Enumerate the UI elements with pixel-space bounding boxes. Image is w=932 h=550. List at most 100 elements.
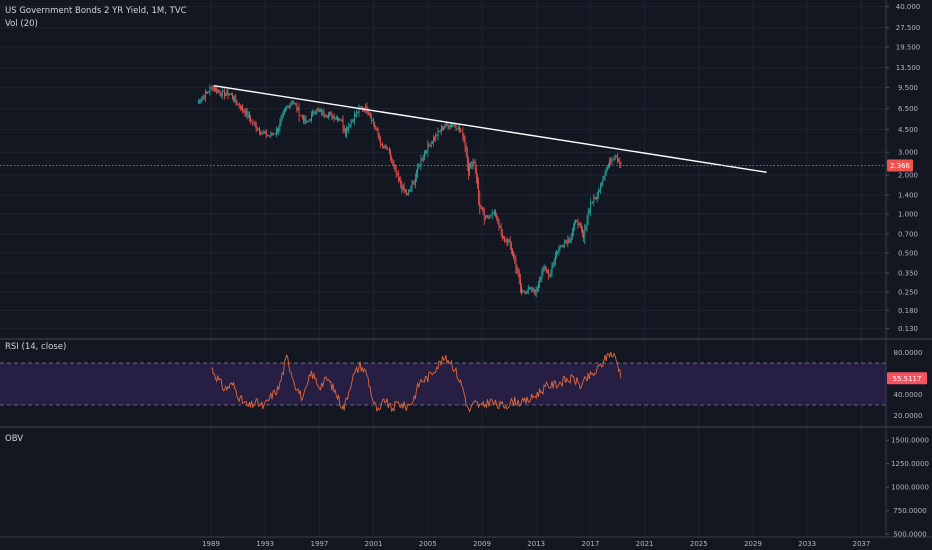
candle-down xyxy=(483,212,485,219)
candle-up xyxy=(489,215,491,218)
candle-down xyxy=(503,236,504,238)
candle-down xyxy=(377,130,379,136)
candle-down xyxy=(401,184,403,190)
candle-down xyxy=(277,130,279,132)
candle-up xyxy=(226,91,228,94)
candle-up xyxy=(282,112,284,116)
candle-down xyxy=(248,114,250,118)
candle-down xyxy=(288,106,290,108)
candle-up xyxy=(426,151,428,153)
candle-down xyxy=(317,109,319,111)
candle-down xyxy=(451,124,452,126)
candle-up xyxy=(262,131,264,133)
obv-y-tick-label: 500.0000 xyxy=(893,531,926,539)
candle-down xyxy=(516,267,518,271)
candle-down xyxy=(243,109,245,112)
candle-down xyxy=(373,120,374,124)
candle-up xyxy=(320,110,321,111)
candle-down xyxy=(595,197,597,199)
candle-up xyxy=(402,186,404,190)
candle-down xyxy=(510,245,512,251)
candle-up xyxy=(508,240,510,242)
candle-down xyxy=(568,239,570,241)
rsi-study-label[interactable]: RSI (14, close) xyxy=(5,342,66,352)
candle-up xyxy=(538,284,539,288)
candle-up xyxy=(229,93,231,95)
price-y-tick-label: 1.400 xyxy=(898,192,918,200)
candle-down xyxy=(497,218,499,222)
price-y-tick-label: 2.000 xyxy=(898,171,918,179)
candle-down xyxy=(617,156,618,160)
rsi-panel[interactable] xyxy=(0,351,886,413)
candle-down xyxy=(378,135,380,140)
candle-up xyxy=(605,169,607,174)
candle-up xyxy=(578,223,580,226)
candle-down xyxy=(561,245,563,247)
volume-study-label[interactable]: Vol (20) xyxy=(5,19,38,29)
candle-down xyxy=(199,100,201,102)
candle-up xyxy=(417,167,419,174)
candle-down xyxy=(352,120,354,122)
x-tick-label: 1989 xyxy=(202,540,220,548)
candle-up xyxy=(491,212,493,216)
candle-down xyxy=(518,273,520,280)
candle-down xyxy=(547,270,548,273)
candle-down xyxy=(487,216,489,218)
candle-up xyxy=(329,113,330,115)
candle-up xyxy=(215,88,216,90)
candle-up xyxy=(338,118,339,121)
candle-down xyxy=(438,131,440,133)
candle-down xyxy=(324,115,326,117)
candle-up xyxy=(272,133,274,135)
candle-up xyxy=(217,90,219,92)
candle-down xyxy=(442,127,443,130)
candle-down xyxy=(465,146,467,153)
candle-down xyxy=(211,87,213,90)
x-tick-label: 2025 xyxy=(690,540,708,548)
candle-down xyxy=(340,120,342,121)
candle-up xyxy=(608,164,609,167)
candle-down xyxy=(413,181,415,184)
price-y-tick-label: 19.500 xyxy=(896,43,921,51)
candle-up xyxy=(315,111,317,113)
trend-line xyxy=(213,84,767,173)
rsi-last-tag xyxy=(887,372,927,385)
candle-up xyxy=(384,145,386,148)
candle-up xyxy=(555,255,556,261)
candle-down xyxy=(238,104,240,107)
candle-up xyxy=(484,216,486,219)
candle-down xyxy=(237,104,239,106)
candle-up xyxy=(349,125,351,127)
candle-up xyxy=(356,112,358,116)
candle-up xyxy=(435,135,437,140)
price-y-tick-label: 0.500 xyxy=(898,249,918,257)
candle-down xyxy=(299,115,301,116)
symbol-title[interactable]: US Government Bonds 2 YR Yield, 1M, TVC xyxy=(5,6,187,16)
price-y-tick-label: 0.180 xyxy=(898,307,918,315)
candle-down xyxy=(302,115,303,118)
candle-down xyxy=(319,109,320,111)
candle-up xyxy=(573,227,574,232)
candle-down xyxy=(325,116,327,117)
candle-up xyxy=(558,248,560,253)
price-panel[interactable] xyxy=(0,84,886,298)
candle-down xyxy=(239,106,241,109)
x-tick-label: 2001 xyxy=(365,540,383,548)
candle-up xyxy=(351,120,353,122)
candle-down xyxy=(464,139,466,147)
candle-up xyxy=(584,228,586,238)
candle-down xyxy=(501,232,503,237)
candle-up xyxy=(596,194,598,199)
candle-up xyxy=(565,241,566,243)
obv-study-label[interactable]: OBV xyxy=(5,434,23,444)
candle-up xyxy=(409,189,411,192)
candle-down xyxy=(259,129,260,133)
candle-up xyxy=(234,97,236,100)
price-y-tick-label: 0.350 xyxy=(898,269,918,277)
candle-down xyxy=(390,152,391,158)
candle-up xyxy=(469,166,470,172)
price-y-tick-label: 0.250 xyxy=(898,288,918,296)
candle-down xyxy=(331,113,333,118)
rsi-band xyxy=(0,363,886,406)
